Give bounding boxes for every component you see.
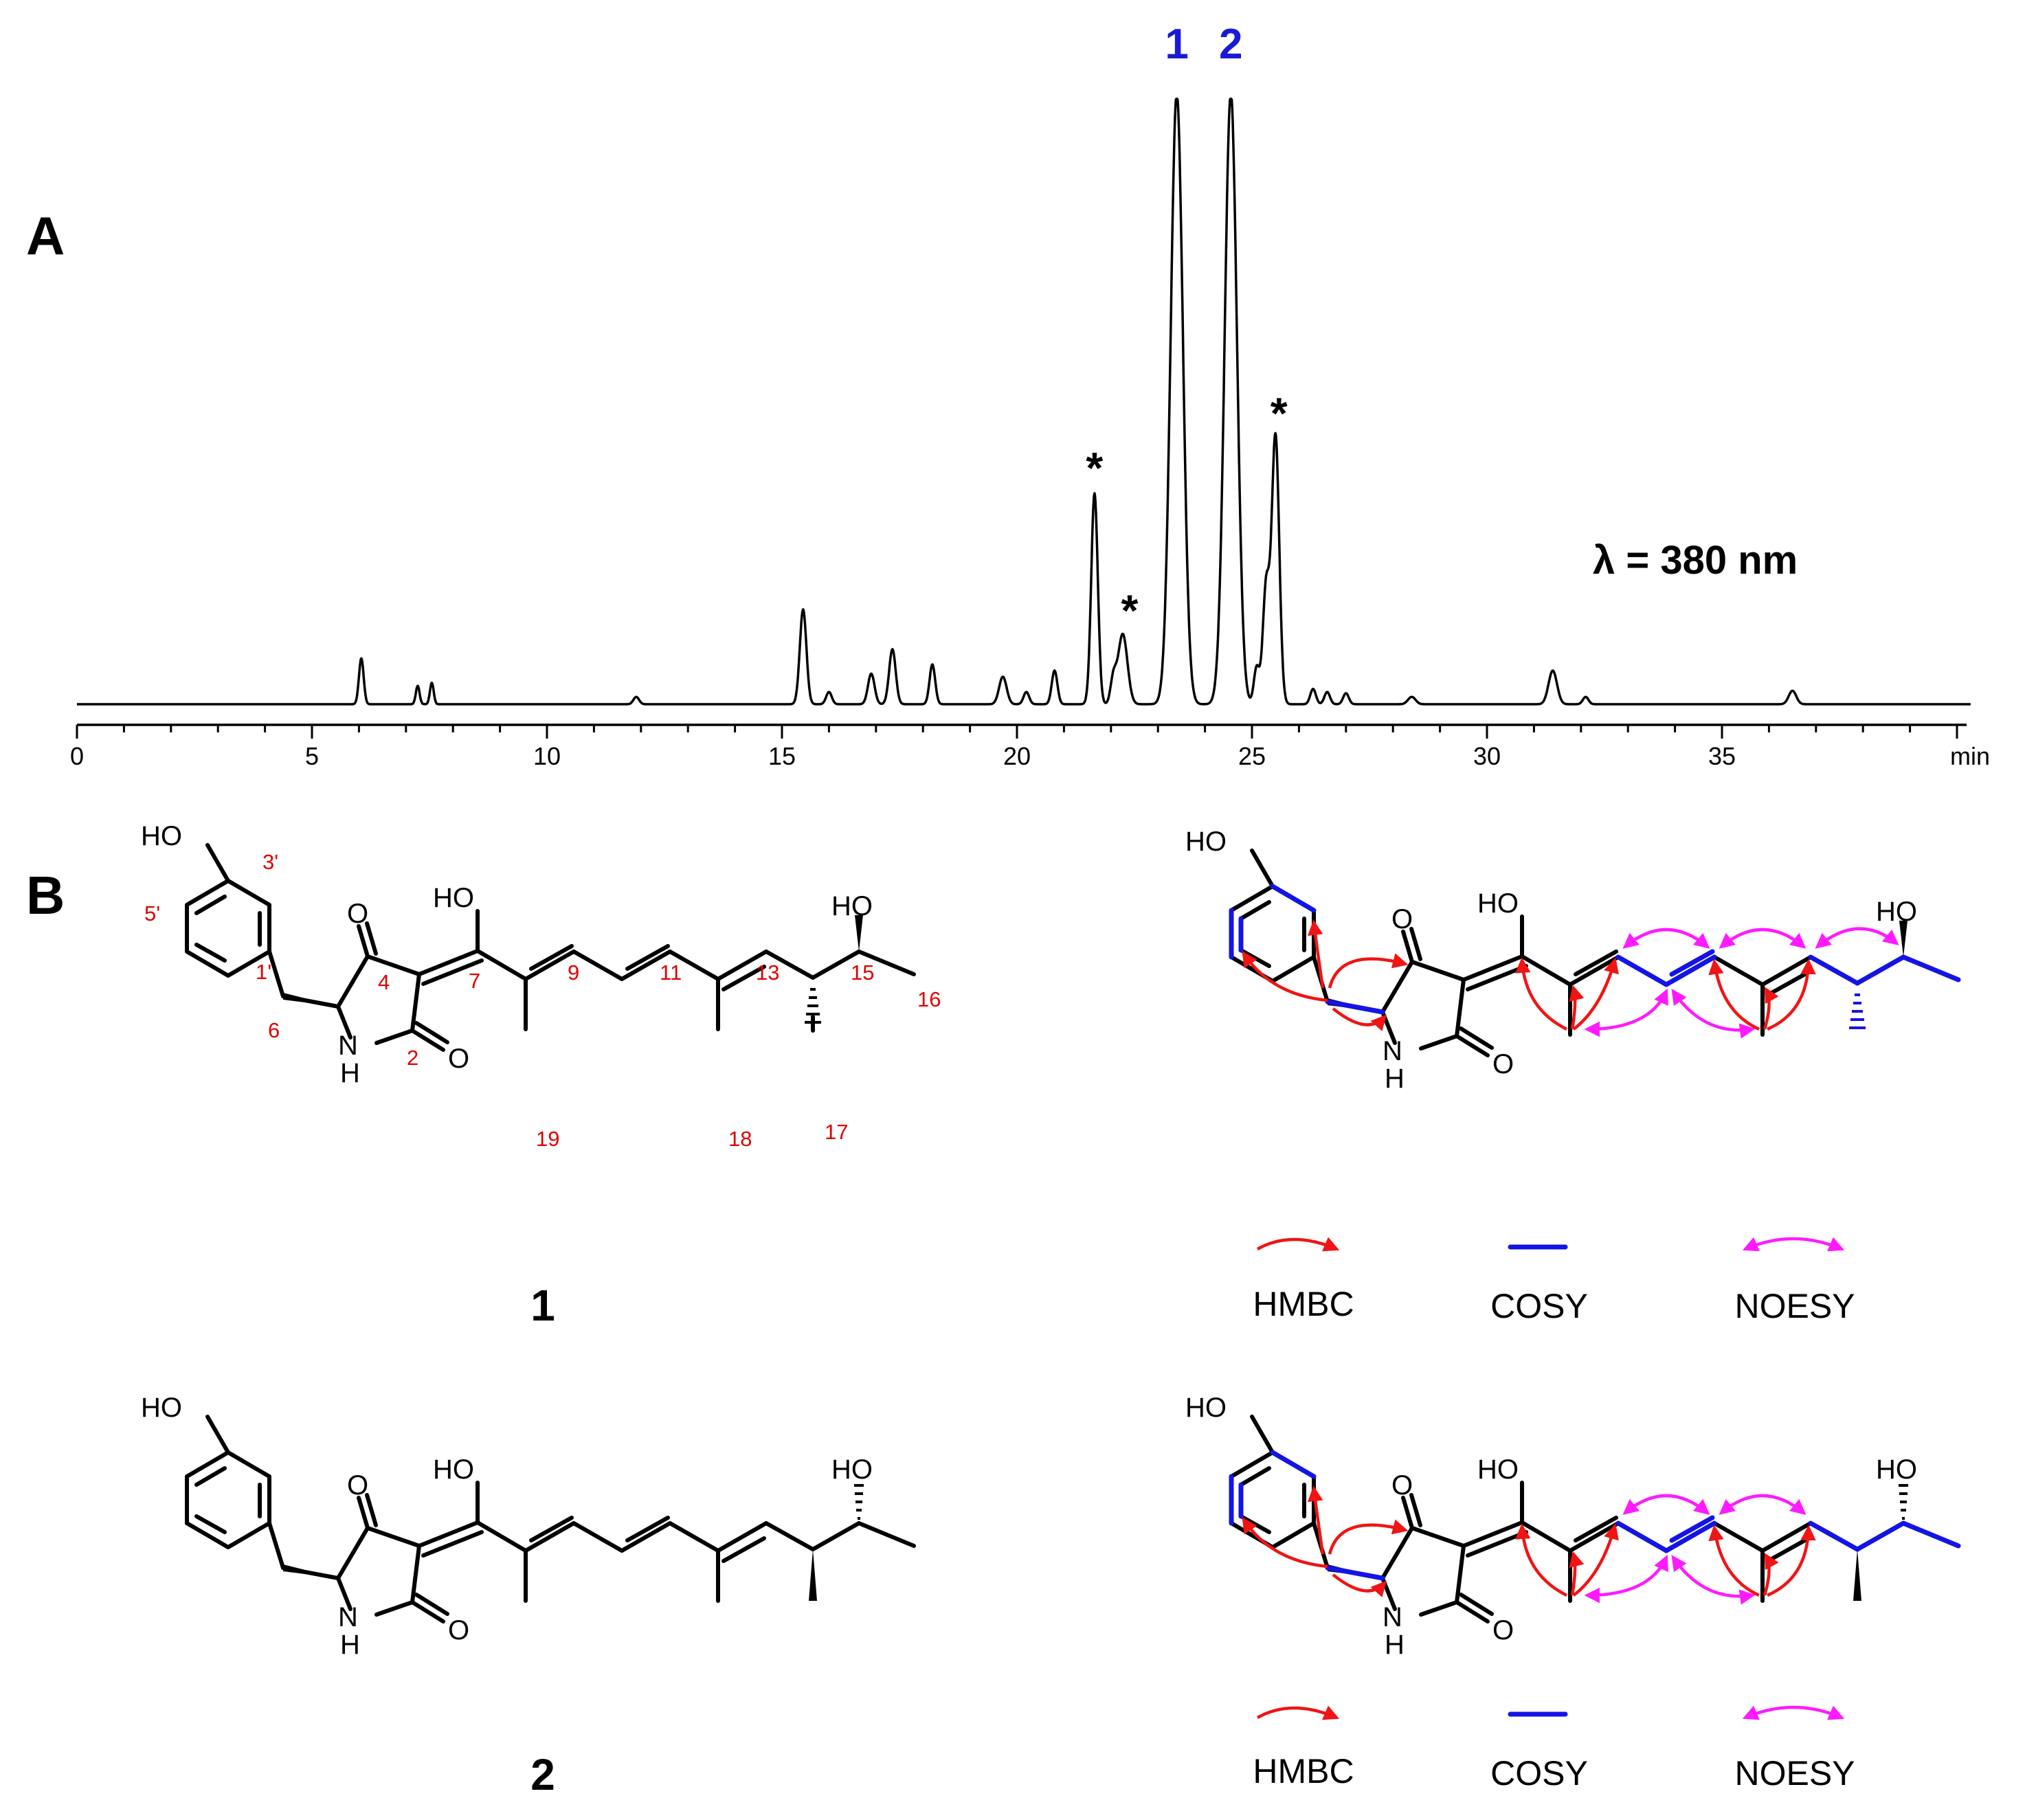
atom-o-c4: O [1391,904,1413,934]
num-7: 7 [469,969,480,993]
peak-label-2: 2 [1219,21,1242,68]
atom-oh-c7: HO [1477,1454,1519,1485]
atom-h: H [340,1058,360,1088]
atom-oh-c15: HO [1876,897,1917,927]
atom-h: H [1385,1630,1405,1660]
peak-star-22-2: * [1121,586,1138,636]
num-17: 17 [825,1120,848,1144]
atom-oh-c7: HO [1477,888,1519,919]
peak-star-25-5: * [1271,388,1288,438]
compound-2-label: 2 [530,1750,555,1799]
x-tick-label: 10 [533,742,561,770]
legend-hmbc-arrow [1256,1705,1340,1720]
atom-oh-phenol: HO [1185,827,1227,857]
num-11: 11 [660,960,682,985]
compound-2-structure: HO O O HO HO N H [141,1393,914,1660]
x-tick-label: 25 [1238,742,1266,770]
atom-o-c2: O [1492,1049,1514,1079]
num-15: 15 [851,960,874,985]
legend-noesy-label: NOESY [1734,1754,1855,1793]
compound-2-correlations: HO O O HO HO N H [1185,1393,1961,1660]
atom-oh-c15: HO [831,891,873,921]
num-1p: 1' [256,960,271,984]
atom-n: N [338,1602,358,1632]
legend-cosy-label: COSY [1490,1287,1588,1325]
peak-star-21-6: * [1086,443,1103,493]
atom-oh-phenol: HO [141,1393,182,1423]
atom-n: N [1383,1036,1402,1066]
peak-label-1: 1 [1165,21,1188,68]
atom-oh-c7: HO [433,1454,474,1485]
atom-o-c2: O [448,1044,469,1074]
num-16: 16 [917,987,941,1011]
num-18: 18 [728,1127,752,1151]
x-axis-unit-label: min [1950,742,1990,770]
atom-h: H [1385,1064,1405,1094]
legend-2: HMBC COSY NOESY [1253,1705,1855,1793]
x-tick-label: 30 [1473,742,1501,770]
panel-letter-b: B [26,865,65,925]
atom-oh-c15: HO [1876,1454,1917,1485]
compound-1-label: 1 [530,1281,555,1330]
num-6: 6 [268,1018,280,1042]
num-13: 13 [756,960,779,985]
atom-oh-phenol: HO [141,821,182,851]
atom-o-c4: O [347,1470,368,1501]
x-tick-label: 0 [70,742,84,770]
x-tick-label: 20 [1003,742,1031,770]
legend-hmbc-label: HMBC [1253,1752,1354,1790]
legend-hmbc-label: HMBC [1253,1285,1354,1323]
num-19: 19 [536,1127,559,1151]
x-tick-label: 35 [1708,742,1736,770]
legend-noesy-arrow [1742,1705,1845,1720]
panel-letter-a: A [26,205,65,266]
atom-o-c2: O [1492,1615,1514,1645]
legend-noesy-label: NOESY [1734,1287,1855,1325]
atom-oh-c15: HO [831,1454,873,1485]
atom-h: H [340,1630,360,1660]
atom-o-c4: O [347,899,368,929]
panel-a: A 1 2 * * * λ = 380 nm 0 5 10 15 20 25 30 35 mi… [26,21,1990,770]
num-3p: 3' [262,850,278,874]
num-9: 9 [568,960,579,985]
atom-n: N [1383,1602,1402,1632]
chromatogram-trace [76,98,1971,706]
atom-oh-phenol: HO [1185,1393,1227,1423]
wavelength-label: λ = 380 nm [1593,538,1798,583]
x-axis-ticks: 0 5 10 15 20 25 30 35 [70,725,1958,770]
legend-noesy-arrow [1742,1237,1845,1252]
atom-oh-c7: HO [433,883,474,913]
x-tick-label: 5 [305,742,319,770]
atom-o-c4: O [1391,1470,1413,1501]
x-tick-label: 15 [768,742,796,770]
num-5p: 5' [144,901,160,925]
legend-hmbc-arrow [1256,1237,1340,1252]
legend-cosy-label: COSY [1490,1754,1588,1793]
atom-n: N [338,1031,358,1061]
legend-1: HMBC COSY NOESY [1253,1237,1855,1325]
compound-1-correlations: HO O O HO HO N H [1185,827,1961,1094]
num-2: 2 [407,1046,418,1070]
atom-o-c2: O [448,1615,469,1645]
panel-b: B HO O O HO HO N H 3' 5' [26,821,1961,1799]
compound-1-structure: HO O O HO HO N H 3' 5' 1' 6 4 2 7 9 11 1… [141,821,941,1151]
num-4: 4 [378,970,390,994]
